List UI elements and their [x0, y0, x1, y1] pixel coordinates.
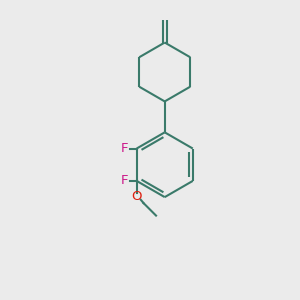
- Text: F: F: [121, 174, 128, 188]
- Text: O: O: [131, 190, 142, 203]
- Text: F: F: [121, 142, 128, 155]
